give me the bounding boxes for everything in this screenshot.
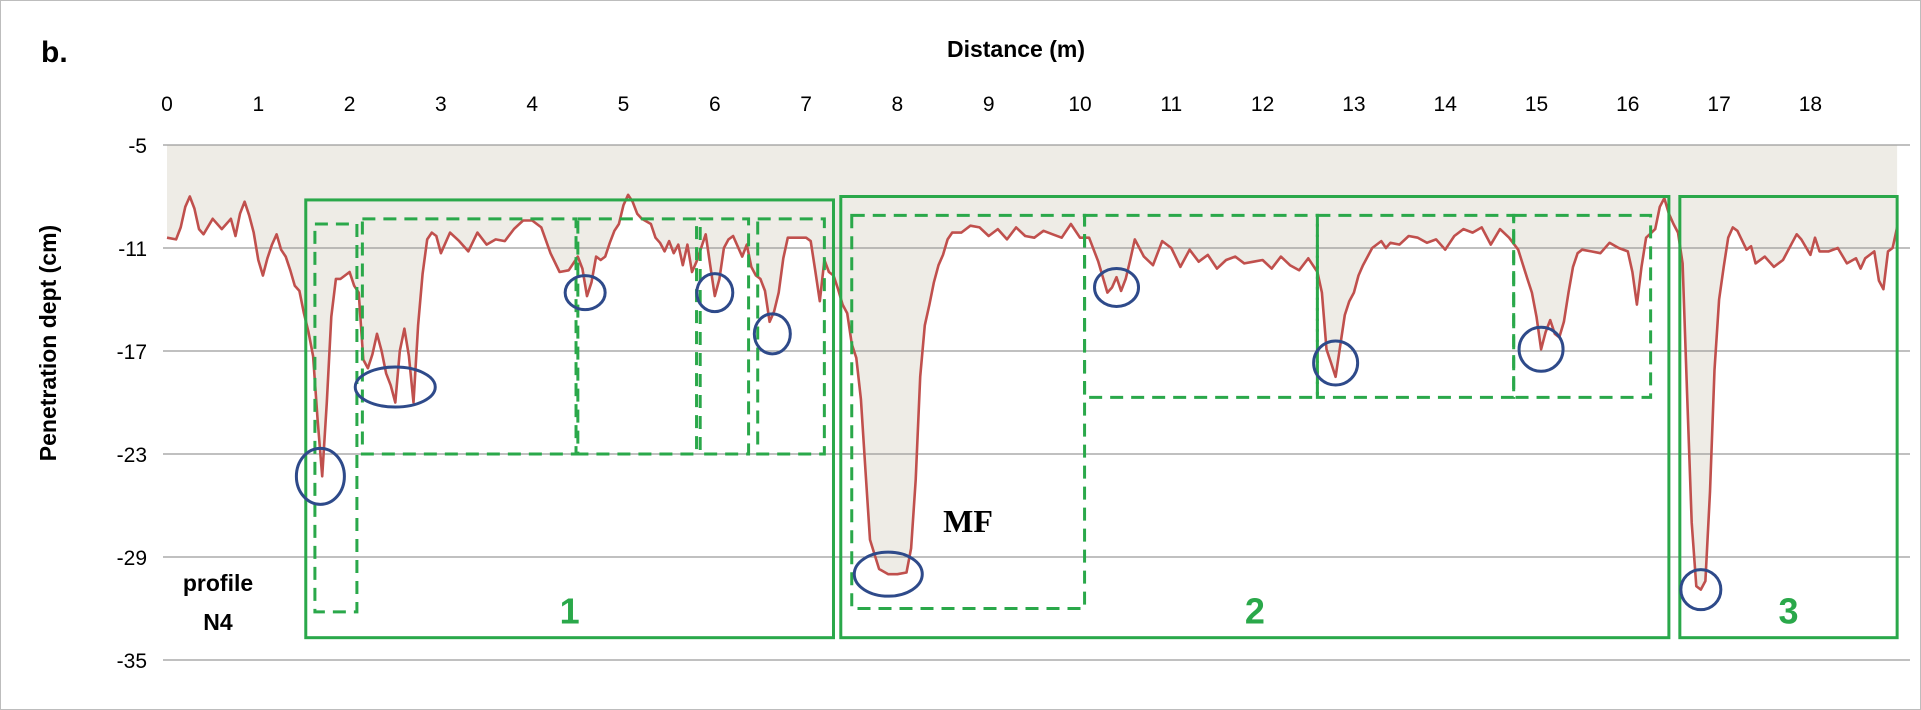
minimum-circle xyxy=(752,312,792,356)
profile-label-line2: N4 xyxy=(203,609,233,635)
dashed-box xyxy=(1083,213,1319,399)
x-axis-title: Distance (m) xyxy=(947,36,1085,62)
minimum-circle xyxy=(563,274,607,312)
x-tick-label: 18 xyxy=(1799,93,1822,116)
x-tick-label: 2 xyxy=(344,93,356,116)
x-tick-label: 11 xyxy=(1160,93,1182,116)
profile-line xyxy=(166,193,1899,591)
x-tick-label: 4 xyxy=(526,93,538,116)
x-tick-label: 7 xyxy=(800,93,812,116)
zone-label: 1 xyxy=(560,591,580,632)
zone-box xyxy=(304,198,835,640)
zone-label: 3 xyxy=(1778,591,1798,632)
y-tick-label: -23 xyxy=(117,444,147,467)
minimum-circle xyxy=(1679,568,1723,612)
x-tick-label: 13 xyxy=(1342,93,1365,116)
dashed-box xyxy=(756,217,826,456)
y-tick-label: -35 xyxy=(117,650,147,673)
minimum-circle xyxy=(294,446,346,506)
mf-label: MF xyxy=(943,503,993,539)
x-tick-label: 15 xyxy=(1525,93,1548,116)
y-tick-label: -11 xyxy=(118,238,147,261)
minimum-circle xyxy=(353,365,437,409)
panel-label: b. xyxy=(41,36,68,69)
x-tick-label: 5 xyxy=(618,93,630,116)
dashed-box xyxy=(576,217,699,456)
minimum-circle xyxy=(1312,339,1360,387)
dashed-box xyxy=(850,213,1087,610)
x-tick-label: 10 xyxy=(1068,93,1091,116)
minimum-circle xyxy=(695,272,735,314)
x-tick-label: 6 xyxy=(709,93,721,116)
x-tick-label: 3 xyxy=(435,93,447,116)
dashed-box xyxy=(1512,213,1653,399)
y-tick-label: -29 xyxy=(117,547,147,570)
x-tick-label: 0 xyxy=(161,93,173,116)
x-tick-label: 16 xyxy=(1616,93,1639,116)
dashed-box xyxy=(360,217,578,456)
x-tick-label: 12 xyxy=(1251,93,1274,116)
x-tick-label: 9 xyxy=(983,93,995,116)
x-tick-label: 1 xyxy=(252,93,264,116)
zone-box xyxy=(839,195,1671,640)
y-axis-title: Penetration dept (cm) xyxy=(35,225,61,461)
zone-box xyxy=(1678,195,1899,640)
minimum-circle xyxy=(852,550,924,598)
profile-area xyxy=(167,145,1898,590)
zone-label: 2 xyxy=(1245,591,1265,632)
dashed-box xyxy=(313,222,359,614)
y-tick-label: -17 xyxy=(117,341,147,364)
dashed-box xyxy=(698,217,751,456)
minimum-circle xyxy=(1517,325,1565,373)
x-tick-label: 8 xyxy=(892,93,904,116)
x-tick-label: 14 xyxy=(1434,93,1458,116)
x-tick-label: 17 xyxy=(1707,93,1730,116)
profile-label-line1: profile xyxy=(183,570,253,596)
y-tick-label: -5 xyxy=(128,135,147,158)
minimum-circle xyxy=(1093,266,1141,308)
